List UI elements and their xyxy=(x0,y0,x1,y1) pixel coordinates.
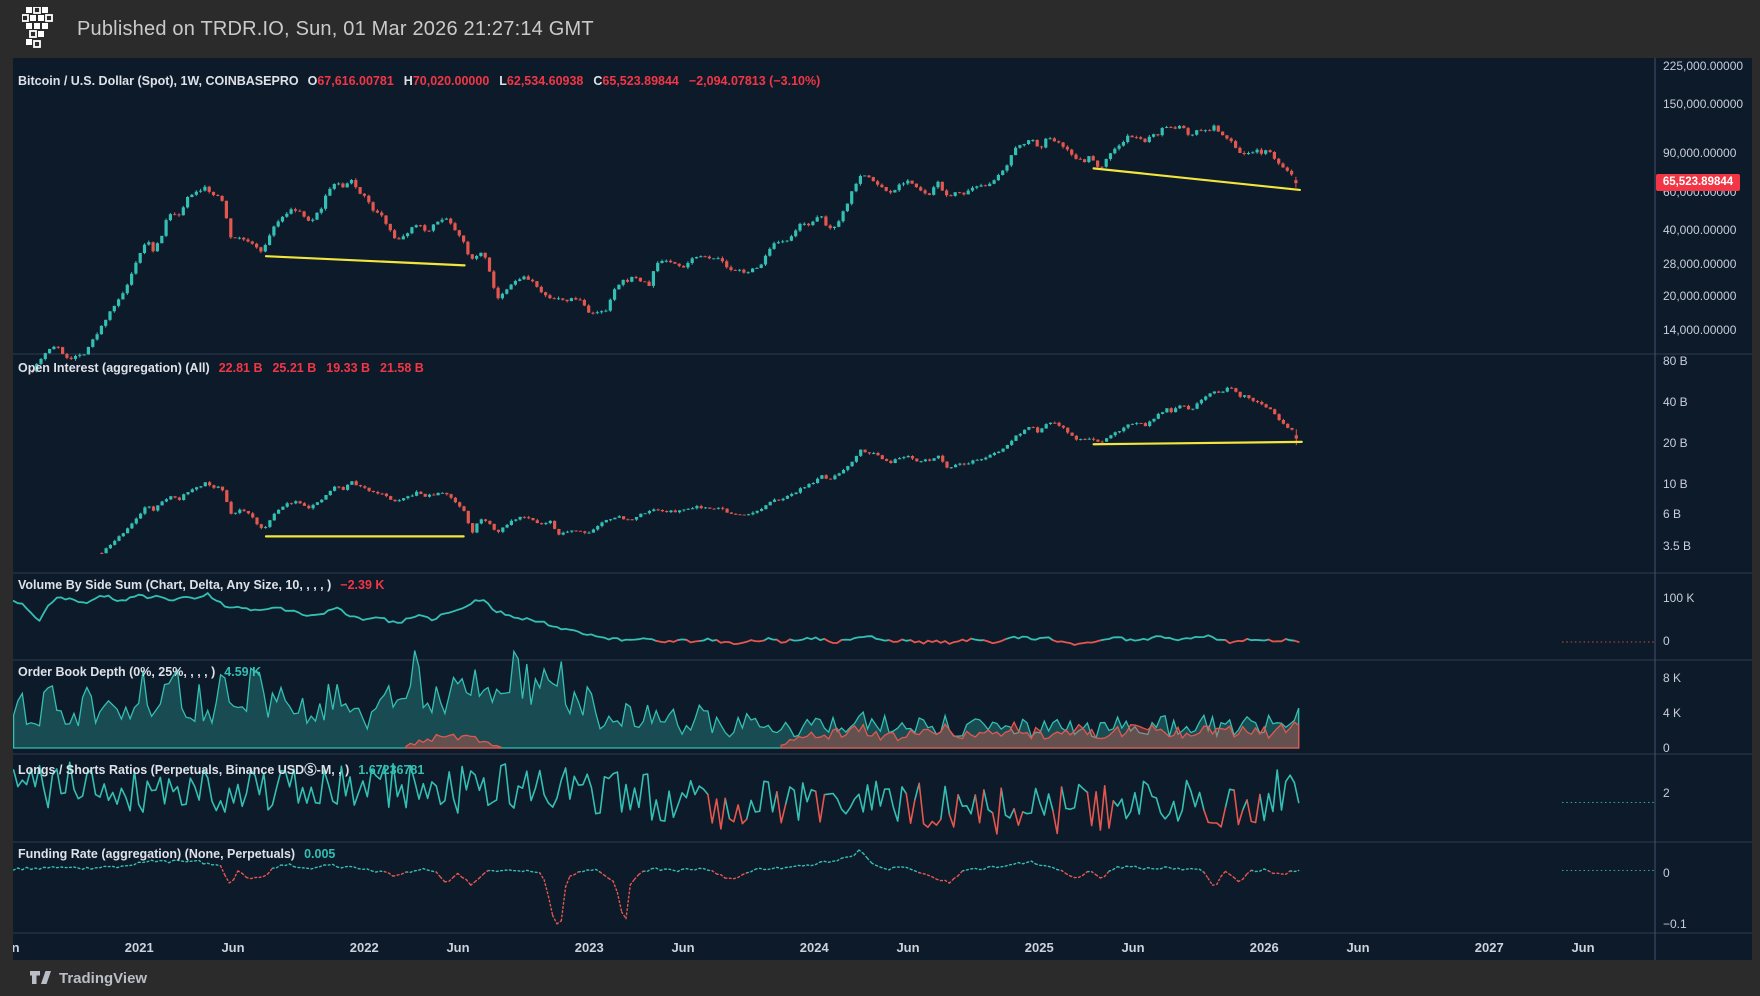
legend-value: 25.21 B xyxy=(272,361,317,375)
time-axis-label: 2027 xyxy=(1474,940,1504,955)
axis-tick-obd: 8 K xyxy=(1663,671,1682,685)
legend-value: 21.58 B xyxy=(380,361,424,375)
legend-value: 4.59 K xyxy=(224,665,262,679)
trdr-logo-icon xyxy=(22,7,53,48)
time-axis-label: Jun xyxy=(221,940,245,955)
ohlc-value: C65,523.89844 xyxy=(593,74,679,88)
series-layer xyxy=(13,124,1300,925)
axis-tick-obd: 4 K xyxy=(1663,706,1682,720)
tradingview-logo-icon xyxy=(30,971,51,984)
time-axis-label: Jun xyxy=(671,940,695,955)
time-axis-label: 2024 xyxy=(799,940,829,955)
order-book-depth-title: Order Book Depth (0%, 25%, , , , ) xyxy=(18,665,216,679)
axis-tick-fr: 0 xyxy=(1663,866,1670,880)
legend-order-book-depth: Order Book Depth (0%, 25%, , , , ) 4.59 … xyxy=(18,665,261,679)
axis-tick-price: 40,000.00000 xyxy=(1663,223,1737,238)
legend-values-price: O67,616.00781 H70,020.00000 L62,534.60938 C… xyxy=(308,74,821,88)
axis-tick-obd: 0 xyxy=(1663,741,1670,755)
volume-by-side-title: Volume By Side Sum (Chart, Delta, Any Si… xyxy=(18,578,332,592)
funding-rate-title: Funding Rate (aggregation) (None, Perpet… xyxy=(18,847,296,861)
footer: TradingView xyxy=(0,960,1760,996)
volume-by-side-line xyxy=(13,592,1300,646)
axis-tick-price: 14,000.00000 xyxy=(1663,322,1737,337)
axis-tick-price: 28,000.00000 xyxy=(1663,256,1737,271)
open-interest-title: Open Interest (aggregation) (All) xyxy=(18,361,210,375)
time-axis-label: Jun xyxy=(1121,940,1145,955)
axis-tick-price: 225,000.00000 xyxy=(1663,58,1744,73)
ohlc-value: O67,616.00781 xyxy=(307,74,394,88)
legend-value: 1.67236781 xyxy=(358,763,425,777)
longs-shorts-line xyxy=(13,761,1300,835)
axis-tick-ls: 2 xyxy=(1663,786,1670,800)
axis-tick-price: 20,000.00000 xyxy=(1663,289,1737,303)
legend-longs-shorts: Longs / Shorts Ratios (Perpetuals, Binan… xyxy=(18,759,424,778)
time-axis-label: 2026 xyxy=(1249,940,1279,955)
legend-value: 0.005 xyxy=(304,847,336,861)
axis-tick-fr: −0.1 xyxy=(1663,917,1687,931)
axis-tick-vol: 0 xyxy=(1663,634,1670,648)
axis-tick-oi: 20 B xyxy=(1663,436,1688,451)
time-axis-label: 2022 xyxy=(349,940,379,955)
change-value: −2,094.07813 (−3.10%) xyxy=(688,74,821,88)
time-axis-label: 2025 xyxy=(1024,940,1054,955)
ohlc-value: H70,020.00000 xyxy=(403,74,490,88)
legend-price: Bitcoin / U.S. Dollar (Spot), 1W, COINBA… xyxy=(18,74,820,88)
depth-ask-area xyxy=(405,720,1300,749)
time-axis-label: Jun xyxy=(896,940,920,955)
time-axis-label: 2021 xyxy=(124,940,154,955)
axis-tick-vol: 100 K xyxy=(1663,591,1695,605)
legend-values-funding: 0.005 xyxy=(304,847,335,861)
last-value-lines xyxy=(1562,641,1654,871)
legend-funding-rate: Funding Rate (aggregation) (None, Perpet… xyxy=(18,847,335,861)
time-axis-label: Jun xyxy=(1571,940,1595,955)
tradingview-brand[interactable]: TradingView xyxy=(59,969,148,987)
price-candles xyxy=(30,124,1298,373)
open-interest-candles xyxy=(100,386,1298,554)
legend-values-order-book: 4.59 K xyxy=(224,665,261,679)
axis-tick-oi: 6 B xyxy=(1663,507,1682,522)
legend-values-volume: −2.39 K xyxy=(340,578,384,592)
chart-canvas[interactable] xyxy=(13,58,1752,960)
axis-tick-oi: 10 B xyxy=(1663,477,1688,491)
panel-separators xyxy=(13,58,1752,960)
ohlc-value: L62,534.60938 xyxy=(499,74,584,88)
legend-value: −2.39 K xyxy=(340,578,385,592)
legend-values-open-interest: 22.81 B 25.21 B 19.33 B 21.58 B xyxy=(219,361,424,375)
chart-area[interactable]: Bitcoin / U.S. Dollar (Spot), 1W, COINBA… xyxy=(13,58,1752,960)
symbol-title: Bitcoin / U.S. Dollar (Spot), 1W, COINBA… xyxy=(18,74,299,88)
legend-value: 22.81 B xyxy=(218,361,263,375)
axis-tick-oi: 40 B xyxy=(1663,395,1688,410)
axis-tick-oi: 80 B xyxy=(1663,354,1688,369)
legend-values-longs-shorts: 1.67236781 xyxy=(358,763,424,777)
longs-shorts-title: Longs / Shorts Ratios (Perpetuals, Binan… xyxy=(18,763,350,777)
last-price-badge: 65,523.89844 xyxy=(1656,174,1740,191)
header: Published on TRDR.IO, Sun, 01 Mar 2026 2… xyxy=(0,0,1760,58)
published-title: Published on TRDR.IO, Sun, 01 Mar 2026 2… xyxy=(77,17,594,40)
time-axis-label: Jun xyxy=(1346,940,1370,955)
axis-tick-oi: 3.5 B xyxy=(1663,539,1692,553)
time-axis-label: Jun xyxy=(446,940,470,955)
time-axis-label: Jun xyxy=(13,940,20,955)
legend-open-interest: Open Interest (aggregation) (All) 22.81 … xyxy=(18,361,424,375)
funding-rate-dots xyxy=(13,849,1300,925)
legend-value: 19.33 B xyxy=(326,361,371,375)
trendlines[interactable] xyxy=(264,167,1303,538)
time-axis-label: 2023 xyxy=(574,940,604,955)
axis-tick-price: 90,000.00000 xyxy=(1663,145,1737,160)
legend-volume-by-side: Volume By Side Sum (Chart, Delta, Any Si… xyxy=(18,578,384,592)
axis-tick-price: 150,000.00000 xyxy=(1663,97,1744,112)
depth-bid-area xyxy=(13,649,1300,749)
